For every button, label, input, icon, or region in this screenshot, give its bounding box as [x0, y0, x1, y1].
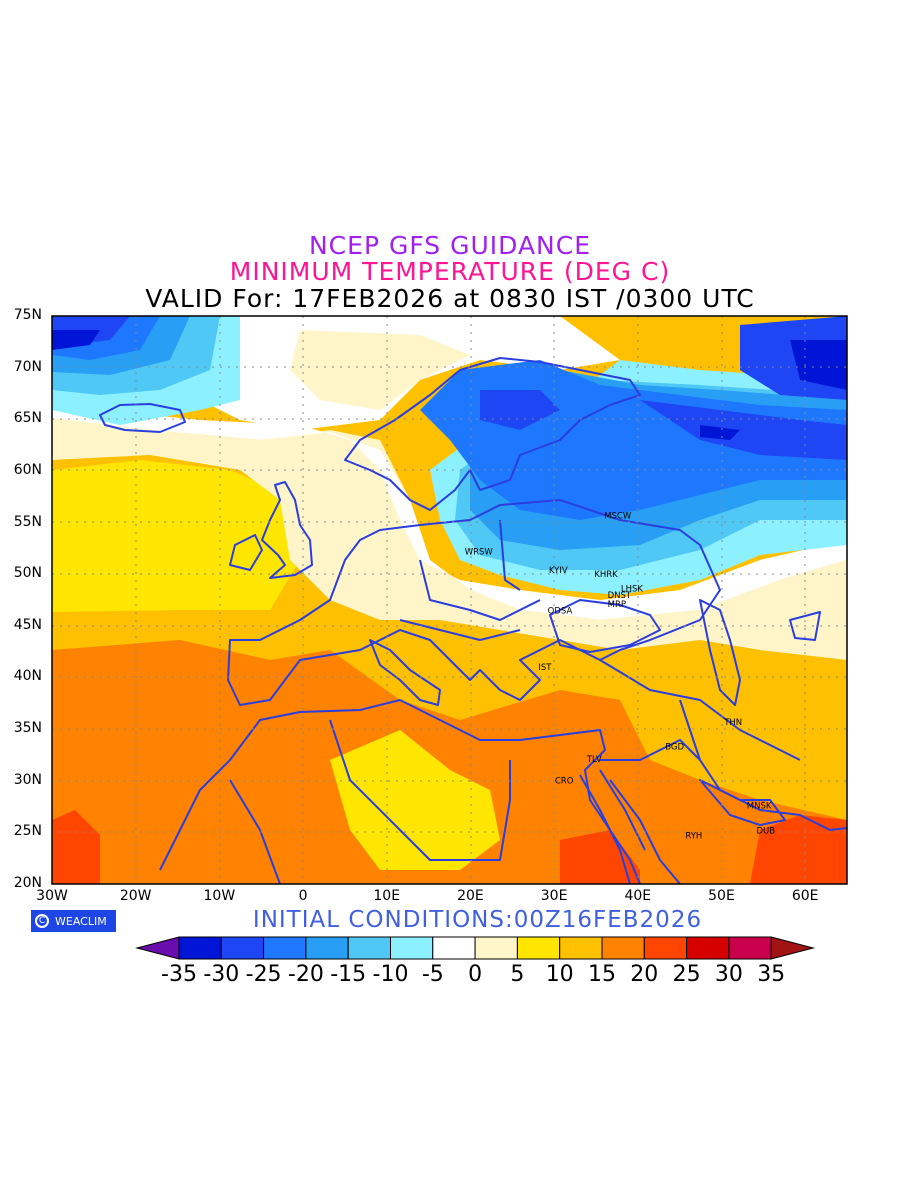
lon-label: 20W	[119, 888, 152, 904]
city-label-dnst: DNST	[608, 591, 632, 601]
lat-label: 20N	[13, 875, 42, 891]
lat-label: 40N	[13, 668, 42, 685]
colorbar-label: -10	[372, 962, 409, 987]
lon-label: 60E	[791, 888, 819, 904]
colorbar	[135, 936, 816, 960]
lat-label: 30N	[13, 771, 42, 788]
colorbar-label: 5	[510, 962, 525, 987]
city-label-kyiv: KYIV	[549, 566, 568, 576]
lat-label: 45N	[13, 616, 42, 633]
logo-icon: C	[35, 914, 49, 928]
city-label-ryh: RYH	[685, 831, 702, 841]
city-label-dub: DUB	[757, 826, 776, 836]
lon-label: 10W	[203, 888, 236, 904]
temp-band-15-20	[52, 640, 847, 884]
city-label-khrk: KHRK	[594, 570, 618, 580]
temp-band-neg30-neg25	[52, 316, 847, 520]
city-label-thn: THN	[723, 718, 742, 728]
city-label-mscw: MSCW	[604, 511, 632, 521]
lon-label: 20E	[457, 888, 484, 904]
lon-label: 0	[298, 888, 308, 904]
colorbar-label: 15	[588, 962, 616, 987]
lon-label: 30W	[36, 888, 68, 904]
lat-label: 50N	[13, 565, 42, 582]
city-label-bgd: BGD	[665, 743, 684, 753]
city-label-mnsk: MNSK	[747, 802, 772, 812]
temp-band-0-5	[52, 415, 847, 660]
valid-time: VALID For: 17FEB2026 at 0830 IST /0300 U…	[145, 284, 755, 313]
colorbar-segment	[643, 936, 688, 960]
lon-label: 50E	[708, 888, 735, 904]
colorbar-label: 30	[714, 962, 743, 987]
colorbar-segment	[601, 936, 645, 960]
colorbar-label: -5	[421, 962, 444, 987]
grid-lines	[52, 316, 847, 884]
colorbar-segment	[474, 936, 518, 960]
city-label-wrsw: WRSW	[465, 547, 494, 557]
colorbar-label: 20	[630, 962, 659, 987]
chart-title: NCEP GFS GUIDANCE	[308, 231, 591, 260]
temp-band-arctic-cream	[290, 330, 470, 410]
colorbar-label: -35	[161, 962, 197, 987]
colorbar-segment	[347, 936, 392, 960]
colorbar-segment	[728, 936, 772, 960]
colorbar-segment	[263, 936, 307, 960]
chart-subtitle: MINIMUM TEMPERATURE (DEG C)	[229, 257, 671, 286]
colorbar-label: -25	[245, 962, 282, 987]
temp-band-20-25	[52, 810, 847, 884]
colorbar-label: 0	[468, 962, 483, 987]
colorbar-segment	[390, 936, 434, 960]
colorbar-segment	[516, 936, 561, 960]
city-label-lhsk: LHSK	[621, 585, 644, 595]
lat-label: 65N	[13, 410, 42, 427]
lat-label: 70N	[13, 358, 42, 375]
lat-label: 60N	[13, 461, 42, 478]
logo-text: WEACLIM	[55, 914, 107, 928]
map-frame	[51, 315, 848, 885]
colorbar-label: -20	[287, 962, 324, 987]
weaclim-logo: C WEACLIM	[31, 910, 116, 932]
temp-band-neg5-0	[52, 405, 847, 620]
initial-conditions: INITIAL CONDITIONS:00Z16FEB2026	[252, 907, 703, 933]
lon-label: 10E	[373, 888, 401, 904]
colorbar-segment	[220, 936, 265, 960]
lat-label: 25N	[13, 823, 42, 840]
colorbar-label: 35	[757, 962, 786, 987]
colorbar-segment	[178, 936, 222, 960]
city-label-tlv: TLV	[586, 755, 602, 765]
colorbar-label: 25	[672, 962, 701, 987]
lat-label: 75N	[13, 307, 42, 323]
city-label-odsa: ODSA	[548, 606, 573, 616]
colorbar-segment	[686, 936, 730, 960]
colorbar-min-arrow	[135, 936, 180, 960]
lat-label: 55N	[13, 513, 42, 530]
temp-band-10-15-sahara	[330, 730, 500, 870]
colorbar-segment	[305, 936, 349, 960]
colorbar-segment	[559, 936, 603, 960]
city-label-mrp: MRP	[608, 600, 626, 610]
lon-label: 40E	[624, 888, 652, 904]
city-label-ist: IST	[538, 663, 552, 673]
colorbar-segment	[432, 936, 476, 960]
city-label-cro: CRO	[555, 777, 574, 787]
colorbar-label: -15	[330, 962, 367, 987]
temp-band-neg35-neg30	[52, 316, 847, 460]
lat-label: 35N	[13, 720, 42, 737]
colorbar-max-arrow	[770, 936, 816, 960]
colorbar-label: 10	[545, 962, 574, 987]
lon-label: 30E	[540, 888, 568, 904]
colorbar-label: -30	[203, 962, 240, 987]
